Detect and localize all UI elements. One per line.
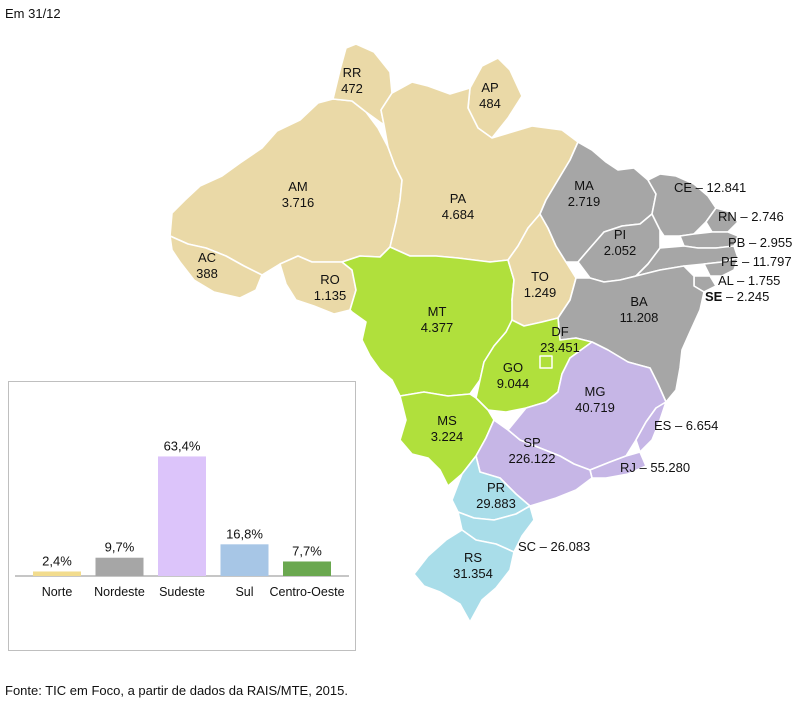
category-label: Sul <box>235 585 253 599</box>
state-code-ms: MS <box>437 413 457 428</box>
bar-sul <box>220 544 269 576</box>
bar-value-label: 16,8% <box>226 526 263 541</box>
state-value-rr: 472 <box>341 81 363 96</box>
state-code-es: ES <box>654 418 672 433</box>
state-value-pr: 29.883 <box>476 496 516 511</box>
state-code-mg: MG <box>585 384 606 399</box>
state-value-ms: 3.224 <box>431 429 464 444</box>
state-value-mt: 4.377 <box>421 320 454 335</box>
bar-nordeste <box>95 557 144 576</box>
state-value-rs: 31.354 <box>453 566 493 581</box>
state-label-es: ES – 6.654 <box>654 418 718 433</box>
state-code-se: SE <box>705 289 723 304</box>
state-code-rs: RS <box>464 550 482 565</box>
category-label: Norte <box>42 585 73 599</box>
state-code-ap: AP <box>481 80 498 95</box>
state-label-sc: SC – 26.083 <box>518 539 590 554</box>
state-code-pe: PE <box>721 254 739 269</box>
category-label: Sudeste <box>159 585 205 599</box>
state-value-al: – 1.755 <box>733 273 780 288</box>
state-value-pa: 4.684 <box>442 207 475 222</box>
state-label-al: AL – 1.755 <box>718 273 780 288</box>
bar-sudeste <box>158 456 206 576</box>
state-code-go: GO <box>503 360 523 375</box>
category-label: Nordeste <box>94 585 145 599</box>
state-value-df: 23.451 <box>540 340 580 355</box>
state-shape-ce <box>647 173 717 237</box>
state-label-pb: PB – 2.955 <box>728 235 792 250</box>
state-value-pe: – 11.797 <box>738 254 791 269</box>
state-code-rj: RJ <box>620 460 636 475</box>
state-code-pr: PR <box>487 480 505 495</box>
bar-value-label: 7,7% <box>292 543 322 558</box>
bar-chart-svg: 2,4% Norte 9,7% Nordeste 63,4% Sudeste 16,8% Su… <box>15 438 349 599</box>
state-shape-rr <box>332 43 393 126</box>
state-code-ac: AC <box>198 250 216 265</box>
state-label-pe: PE – 11.797 <box>721 254 792 269</box>
state-value-es: – 6.654 <box>671 418 718 433</box>
state-code-sp: SP <box>523 435 540 450</box>
state-label-rn: RN – 2.746 <box>718 209 784 224</box>
bar-value-label: 9,7% <box>105 540 135 555</box>
state-label-se: SE – 2.245 <box>705 289 769 304</box>
state-value-pb: – 2.955 <box>745 235 792 250</box>
bar-centro-oeste <box>283 561 331 576</box>
state-code-pa: PA <box>450 191 467 206</box>
state-value-ap: 484 <box>479 96 501 111</box>
state-value-sc: – 26.083 <box>536 539 590 554</box>
state-code-rr: RR <box>343 65 362 80</box>
state-code-sc: SC <box>518 539 536 554</box>
state-value-mg: 40.719 <box>575 400 615 415</box>
state-code-al: AL <box>718 273 734 288</box>
state-value-se: – 2.245 <box>722 289 769 304</box>
state-value-ba: 11.208 <box>620 310 659 325</box>
state-code-ma: MA <box>574 178 594 193</box>
state-code-pi: PI <box>614 227 626 242</box>
bar-value-label: 2,4% <box>42 553 72 568</box>
state-code-ce: CE <box>674 180 692 195</box>
state-code-ro: RO <box>320 272 340 287</box>
state-value-pi: 2.052 <box>604 243 637 258</box>
state-value-ce: – 12.841 <box>692 180 746 195</box>
source-note: Fonte: TIC em Foco, a partir de dados da… <box>5 683 348 698</box>
state-shape-rj <box>589 451 647 479</box>
state-value-to: 1.249 <box>524 285 557 300</box>
state-value-go: 9.044 <box>497 376 530 391</box>
state-value-am: 3.716 <box>282 195 315 210</box>
state-code-to: TO <box>531 269 549 284</box>
state-shape-es <box>635 401 667 453</box>
state-code-ba: BA <box>630 294 648 309</box>
state-code-am: AM <box>288 179 308 194</box>
region-share-chart: 2,4% Norte 9,7% Nordeste 63,4% Sudeste 16,8% Su… <box>8 381 356 651</box>
state-value-ac: 388 <box>196 266 218 281</box>
category-label: Centro-Oeste <box>269 585 344 599</box>
state-value-rj: – 55.280 <box>636 460 690 475</box>
state-label-rj: RJ – 55.280 <box>620 460 690 475</box>
bar-norte <box>33 571 81 576</box>
state-label-ce: CE – 12.841 <box>674 180 746 195</box>
state-value-ma: 2.719 <box>568 194 601 209</box>
date-label: Em 31/12 <box>5 6 61 21</box>
state-shape-df <box>539 355 553 369</box>
state-code-mt: MT <box>428 304 447 319</box>
state-code-rn: RN <box>718 209 737 224</box>
state-code-pb: PB <box>728 235 745 250</box>
state-shape-rs <box>413 529 515 623</box>
state-value-ro: 1.135 <box>314 288 347 303</box>
state-value-rn: – 2.746 <box>737 209 784 224</box>
state-value-sp: 226.122 <box>509 451 556 466</box>
state-code-df: DF <box>551 324 568 339</box>
state-shape-ac <box>169 235 263 299</box>
bar-value-label: 63,4% <box>164 438 201 453</box>
state-shapes <box>169 43 739 623</box>
